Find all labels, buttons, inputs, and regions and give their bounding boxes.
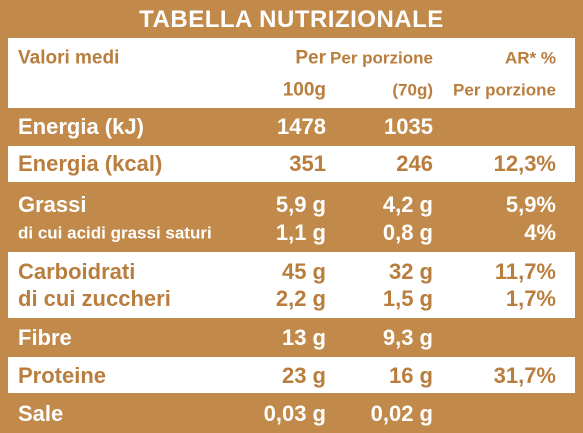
header-portion: Per porzione [330, 48, 433, 68]
row-label: Energia (kJ) [18, 114, 144, 139]
cell-ar: 31,7% [493, 363, 556, 388]
cell-per100g: 2,2 g [275, 286, 326, 311]
cell-per100g: 0,03 g [263, 401, 326, 426]
header-label: Valori medi [18, 47, 120, 69]
header-ar: Per porzione [453, 80, 556, 100]
cell-ar: 5,9% [505, 192, 556, 217]
cell-portion: 1,5 g [382, 286, 433, 311]
row-label: Sale [18, 401, 64, 426]
cell-per100g: 5,9 g [275, 192, 326, 217]
cell-per100g: 1,1 g [275, 220, 326, 245]
cell-portion: 1035 [384, 114, 433, 139]
row-label: Proteine [18, 363, 107, 388]
cell-ar: 4% [524, 220, 556, 245]
header-portion: (70g) [392, 80, 433, 100]
row-background [8, 146, 575, 182]
cell-per100g: 1478 [277, 114, 326, 139]
cell-portion: 16 g [388, 363, 433, 388]
cell-portion: 0,02 g [370, 401, 433, 426]
table-title: TABELLA NUTRIZIONALE [139, 6, 444, 33]
cell-portion: 0,8 g [382, 220, 433, 245]
row-label: Fibre [18, 325, 72, 350]
cell-ar: 1,7% [505, 286, 556, 311]
cell-portion: 4,2 g [382, 192, 433, 217]
row-background [8, 357, 575, 393]
cell-portion: 9,3 g [382, 325, 433, 350]
cell-ar: 11,7% [494, 259, 556, 284]
row-label: di cui zuccheri [18, 286, 171, 311]
cell-per100g: 351 [289, 151, 326, 176]
row-label: di cui acidi grassi saturi [18, 223, 212, 243]
header-per100g: Per [295, 47, 326, 69]
cell-per100g: 23 g [281, 363, 326, 388]
cell-portion: 246 [396, 151, 433, 176]
row-label: Carboidrati [18, 259, 136, 284]
cell-per100g: 45 g [281, 259, 326, 284]
row-label: Grassi [18, 192, 87, 217]
cell-per100g: 13 g [281, 325, 326, 350]
row-background [8, 252, 575, 318]
header-ar: AR* % [504, 48, 556, 68]
cell-ar: 12,3% [493, 151, 556, 176]
header-per100g: 100g [282, 79, 326, 101]
cell-portion: 32 g [388, 259, 433, 284]
row-label: Energia (kcal) [18, 151, 163, 176]
row-background [8, 38, 575, 108]
